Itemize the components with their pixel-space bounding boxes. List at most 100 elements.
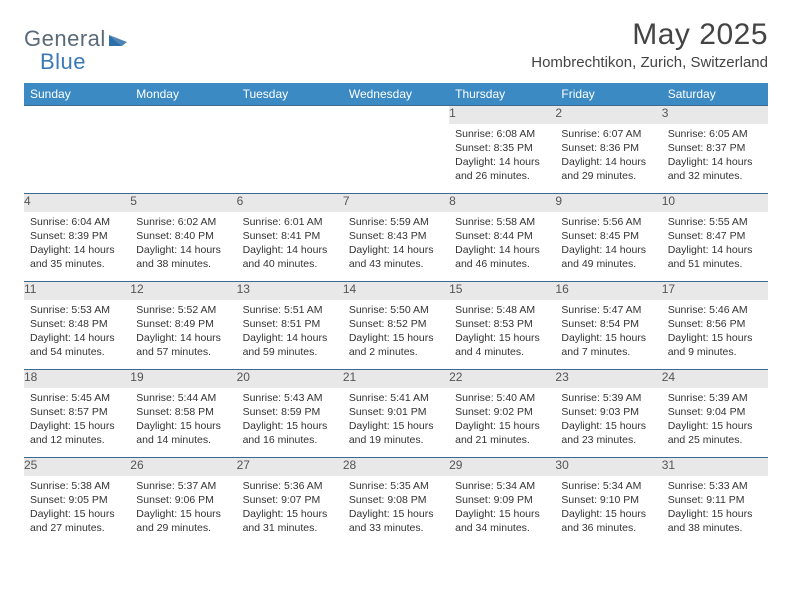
calendar-body: 123Sunrise: 6:08 AMSunset: 8:35 PMDaylig… [24,106,768,546]
day-cell: Sunrise: 6:07 AMSunset: 8:36 PMDaylight:… [555,124,661,194]
day-number: 24 [662,370,768,388]
sunset-text: Sunset: 9:02 PM [455,405,549,419]
sunrise-text: Sunrise: 5:53 AM [30,303,124,317]
day-details: Sunrise: 5:34 AMSunset: 9:09 PMDaylight:… [449,476,555,540]
sunset-text: Sunset: 8:43 PM [349,229,443,243]
day-number: 2 [555,106,661,124]
day-details: Sunrise: 5:38 AMSunset: 9:05 PMDaylight:… [24,476,130,540]
weekday-header: Friday [555,83,661,106]
sunrise-text: Sunrise: 5:43 AM [243,391,337,405]
day-details: Sunrise: 5:40 AMSunset: 9:02 PMDaylight:… [449,388,555,452]
sunrise-text: Sunrise: 6:02 AM [136,215,230,229]
day-cell [24,124,130,194]
sunrise-text: Sunrise: 5:41 AM [349,391,443,405]
daylight-text: Daylight: 15 hours and 36 minutes. [561,507,655,535]
week-row: Sunrise: 5:53 AMSunset: 8:48 PMDaylight:… [24,300,768,370]
day-details: Sunrise: 5:41 AMSunset: 9:01 PMDaylight:… [343,388,449,452]
daylight-text: Daylight: 14 hours and 43 minutes. [349,243,443,271]
sunset-text: Sunset: 9:01 PM [349,405,443,419]
weekday-header: Monday [130,83,236,106]
daylight-text: Daylight: 14 hours and 35 minutes. [30,243,124,271]
sunset-text: Sunset: 8:59 PM [243,405,337,419]
logo-text-blue: Blue [40,49,86,74]
day-cell [130,124,236,194]
day-details: Sunrise: 5:59 AMSunset: 8:43 PMDaylight:… [343,212,449,276]
day-details: Sunrise: 5:51 AMSunset: 8:51 PMDaylight:… [237,300,343,364]
weekday-header: Thursday [449,83,555,106]
sunrise-text: Sunrise: 5:39 AM [668,391,762,405]
sunrise-text: Sunrise: 5:50 AM [349,303,443,317]
month-title: May 2025 [531,18,768,52]
sunrise-text: Sunrise: 5:58 AM [455,215,549,229]
day-details: Sunrise: 6:02 AMSunset: 8:40 PMDaylight:… [130,212,236,276]
day-details: Sunrise: 5:43 AMSunset: 8:59 PMDaylight:… [237,388,343,452]
sunrise-text: Sunrise: 5:59 AM [349,215,443,229]
sunset-text: Sunset: 8:48 PM [30,317,124,331]
sunset-text: Sunset: 8:40 PM [136,229,230,243]
daylight-text: Daylight: 15 hours and 12 minutes. [30,419,124,447]
day-cell: Sunrise: 5:59 AMSunset: 8:43 PMDaylight:… [343,212,449,282]
day-cell: Sunrise: 5:41 AMSunset: 9:01 PMDaylight:… [343,388,449,458]
sunrise-text: Sunrise: 5:56 AM [561,215,655,229]
sunset-text: Sunset: 8:52 PM [349,317,443,331]
day-cell [343,124,449,194]
day-details: Sunrise: 6:01 AMSunset: 8:41 PMDaylight:… [237,212,343,276]
daylight-text: Daylight: 15 hours and 16 minutes. [243,419,337,447]
daylight-text: Daylight: 15 hours and 14 minutes. [136,419,230,447]
calendar-page: General May 2025 Hombrechtikon, Zurich, … [0,0,792,556]
calendar-table: Sunday Monday Tuesday Wednesday Thursday… [24,83,768,546]
day-number: 6 [237,194,343,212]
sunset-text: Sunset: 8:54 PM [561,317,655,331]
daylight-text: Daylight: 14 hours and 40 minutes. [243,243,337,271]
week-row: Sunrise: 5:45 AMSunset: 8:57 PMDaylight:… [24,388,768,458]
day-cell: Sunrise: 5:33 AMSunset: 9:11 PMDaylight:… [662,476,768,546]
day-number: 26 [130,458,236,476]
daynum-row: 45678910 [24,194,768,212]
day-details: Sunrise: 5:55 AMSunset: 8:47 PMDaylight:… [662,212,768,276]
day-number: 19 [130,370,236,388]
sunrise-text: Sunrise: 5:34 AM [561,479,655,493]
weekday-header: Tuesday [237,83,343,106]
sunset-text: Sunset: 9:09 PM [455,493,549,507]
day-cell: Sunrise: 5:53 AMSunset: 8:48 PMDaylight:… [24,300,130,370]
day-cell: Sunrise: 5:50 AMSunset: 8:52 PMDaylight:… [343,300,449,370]
day-number: 16 [555,282,661,300]
day-details: Sunrise: 5:44 AMSunset: 8:58 PMDaylight:… [130,388,236,452]
day-number: 21 [343,370,449,388]
sunrise-text: Sunrise: 5:35 AM [349,479,443,493]
day-details: Sunrise: 5:48 AMSunset: 8:53 PMDaylight:… [449,300,555,364]
sunrise-text: Sunrise: 5:38 AM [30,479,124,493]
day-details: Sunrise: 5:53 AMSunset: 8:48 PMDaylight:… [24,300,130,364]
day-cell: Sunrise: 5:52 AMSunset: 8:49 PMDaylight:… [130,300,236,370]
sunrise-text: Sunrise: 5:46 AM [668,303,762,317]
sunrise-text: Sunrise: 6:01 AM [243,215,337,229]
weekday-header-row: Sunday Monday Tuesday Wednesday Thursday… [24,83,768,106]
sunset-text: Sunset: 8:57 PM [30,405,124,419]
sunset-text: Sunset: 8:35 PM [455,141,549,155]
day-details: Sunrise: 5:34 AMSunset: 9:10 PMDaylight:… [555,476,661,540]
sunset-text: Sunset: 8:45 PM [561,229,655,243]
daylight-text: Daylight: 15 hours and 2 minutes. [349,331,443,359]
daynum-row: 25262728293031 [24,458,768,476]
day-cell: Sunrise: 5:58 AMSunset: 8:44 PMDaylight:… [449,212,555,282]
sunrise-text: Sunrise: 5:47 AM [561,303,655,317]
sunset-text: Sunset: 9:10 PM [561,493,655,507]
day-number: 5 [130,194,236,212]
daylight-text: Daylight: 15 hours and 29 minutes. [136,507,230,535]
day-cell: Sunrise: 5:40 AMSunset: 9:02 PMDaylight:… [449,388,555,458]
day-cell: Sunrise: 5:34 AMSunset: 9:09 PMDaylight:… [449,476,555,546]
day-details: Sunrise: 5:36 AMSunset: 9:07 PMDaylight:… [237,476,343,540]
week-row: Sunrise: 5:38 AMSunset: 9:05 PMDaylight:… [24,476,768,546]
sunrise-text: Sunrise: 5:33 AM [668,479,762,493]
daylight-text: Daylight: 14 hours and 51 minutes. [668,243,762,271]
sunset-text: Sunset: 9:03 PM [561,405,655,419]
daylight-text: Daylight: 14 hours and 54 minutes. [30,331,124,359]
empty-day [343,106,449,124]
daylight-text: Daylight: 15 hours and 25 minutes. [668,419,762,447]
day-number: 30 [555,458,661,476]
sunrise-text: Sunrise: 5:51 AM [243,303,337,317]
day-number: 23 [555,370,661,388]
day-number: 25 [24,458,130,476]
day-details: Sunrise: 5:33 AMSunset: 9:11 PMDaylight:… [662,476,768,540]
day-details: Sunrise: 5:56 AMSunset: 8:45 PMDaylight:… [555,212,661,276]
